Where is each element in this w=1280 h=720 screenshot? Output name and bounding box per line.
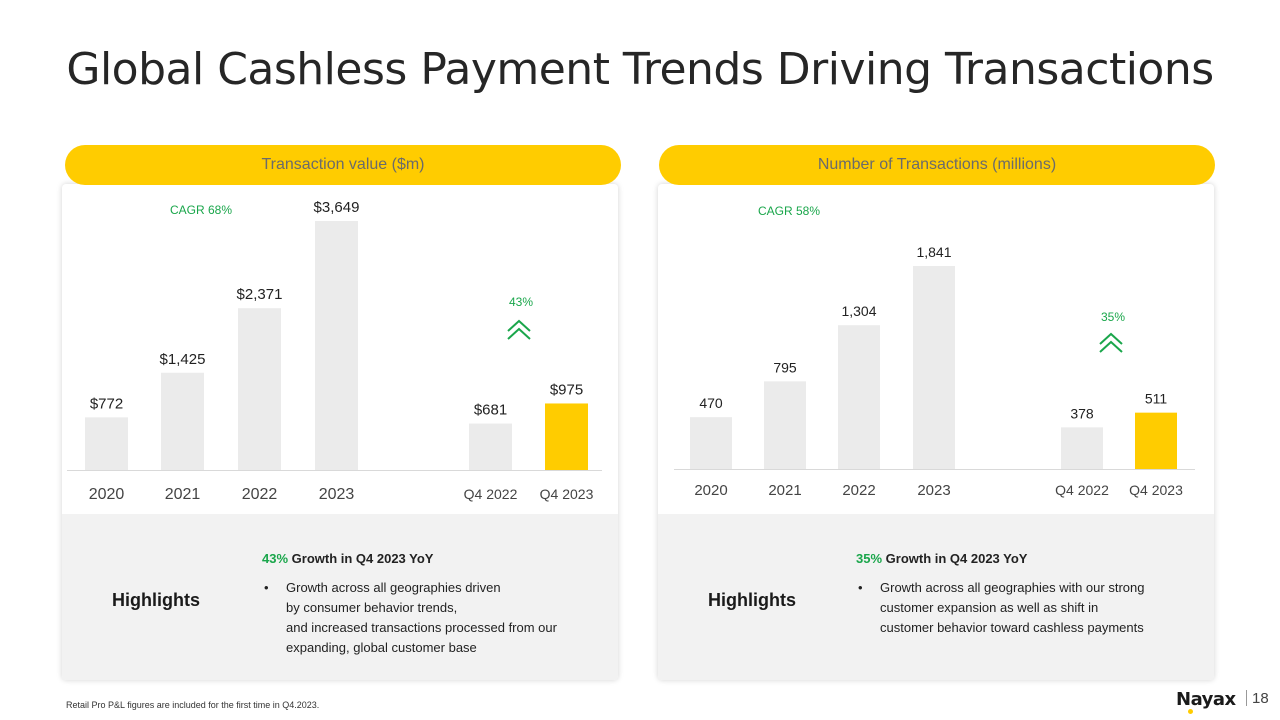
bar-q4-2022 [1061,427,1103,469]
highlight-bullet-text: Growth across all geographies driven by … [286,580,557,655]
bullet-dot-icon: • [858,580,863,595]
data-label: $772 [90,395,123,412]
category-label: 2022 [842,482,875,499]
highlight-title: Growth in Q4 2023 YoY [882,551,1028,566]
transaction-count-header: Number of Transactions (millions) [659,145,1215,185]
highlight-headline: 43% Growth in Q4 2023 YoY [262,551,433,566]
highlight-percent: 43% [262,551,289,566]
double-chevron-up-icon [1099,332,1123,353]
logo-text: Nayax [1176,689,1236,710]
highlight-bullet-text: Growth across all geographies with our s… [880,580,1145,635]
transaction-value-chart: $772 2020 $1,425 2021 $2,371 2022 $3,649 2023 $6… [67,199,602,503]
chevron-up-icon [1099,332,1123,345]
highlight-headline: 35% Growth in Q4 2023 YoY [856,551,1027,566]
category-label: 2023 [319,486,355,503]
category-label: 2020 [89,486,125,503]
cagr-annotation: CAGR 58% [758,204,820,218]
data-label: $975 [550,381,583,398]
highlight-bullet: • Growth across all geographies driven by… [264,578,606,658]
data-label: $1,425 [160,351,206,368]
growth-annotation: 43% [509,295,533,309]
data-label: 511 [1145,391,1168,407]
data-label: 470 [699,395,723,411]
highlights-area: Highlights 43% Growth in Q4 2023 YoY • Gr… [62,514,618,680]
bar-2023 [913,266,955,469]
highlight-title: Growth in Q4 2023 YoY [288,551,434,566]
transaction-count-chart: 470 2020 795 2021 1,304 2022 1,841 2023 378 Q4 20… [674,204,1195,499]
highlights-label: Highlights [112,590,200,610]
bar-2023 [315,221,358,470]
category-label: Q4 2023 [1129,482,1183,498]
bar-2022 [238,308,281,470]
data-label: 1,304 [841,303,876,319]
logo-dot-icon [1188,709,1193,714]
category-label: Q4 2022 [1055,482,1109,498]
bar-2021 [764,381,806,469]
highlights-label: Highlights [708,590,796,610]
page-divider [1246,690,1247,706]
bar-2020 [85,417,128,470]
category-label: 2023 [917,482,950,499]
transaction-count-panel: 470 2020 795 2021 1,304 2022 1,841 2023 378 Q4 20… [658,184,1214,680]
category-label: 2021 [165,486,201,503]
bar-q4-2023 [1135,412,1177,469]
data-label: 378 [1070,405,1094,421]
chevron-up-icon [1099,340,1123,353]
growth-annotation: 35% [1101,310,1125,324]
category-label: 2021 [768,482,801,499]
category-label: 2020 [694,482,727,499]
slide-title: Global Cashless Payment Trends Driving T… [66,44,1214,95]
data-label: $2,371 [237,286,283,303]
company-logo: Nayax [1176,689,1236,714]
bar-q4-2023 [545,403,588,470]
bar-2021 [161,372,204,470]
data-label: $3,649 [314,199,360,216]
chevron-up-icon [507,327,531,340]
highlight-bullet: • Growth across all geographies with our … [858,578,1200,638]
bar-q4-2022 [469,423,512,470]
category-label: 2022 [242,486,278,503]
page-number: 18 [1252,690,1269,707]
category-label: Q4 2022 [464,486,518,502]
footnote: Retail Pro P&L figures are included for … [66,700,320,710]
cagr-annotation: CAGR 68% [170,203,232,217]
double-chevron-up-icon [507,319,531,340]
bar-2020 [690,417,732,469]
data-label: 1,841 [916,244,951,260]
transaction-value-panel: $772 2020 $1,425 2021 $2,371 2022 $3,649 2023 $6… [62,184,618,680]
bar-2022 [838,325,880,469]
data-label: $681 [474,402,507,419]
transaction-value-header: Transaction value ($m) [65,145,621,185]
bullet-dot-icon: • [264,580,269,595]
highlight-percent: 35% [856,551,883,566]
highlights-area: Highlights 35% Growth in Q4 2023 YoY • Gr… [658,514,1214,680]
chevron-up-icon [507,319,531,332]
category-label: Q4 2023 [540,486,594,502]
data-label: 795 [773,359,797,375]
